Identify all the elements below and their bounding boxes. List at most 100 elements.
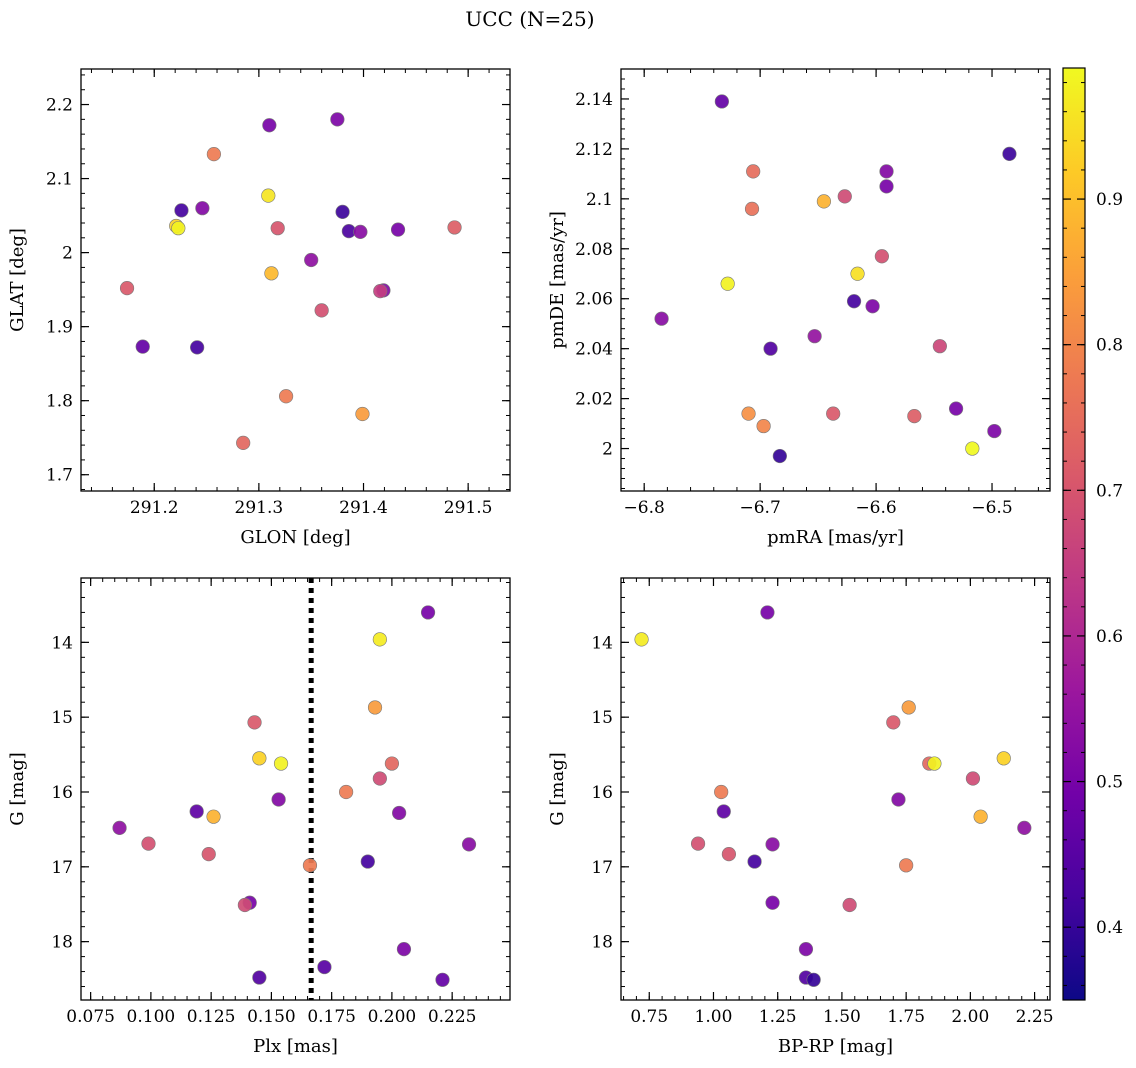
scatter-point [948,401,964,416]
scatter-point [317,959,332,975]
scatter-point [355,406,370,422]
y-tick-label: 2.14 [575,90,613,110]
x-tick-label: 2.25 [1016,1007,1054,1027]
scatter-panel-1: 291.2 291.3 291.4 291.5 1.7 1.8 1.9 2 2.1 2.2 GLON… [7,68,511,548]
y-tick-label: 17 [591,858,613,878]
scatter-point [435,972,450,987]
scatter-point [119,281,135,296]
scatter-point [302,858,318,873]
scatter-point [270,221,285,236]
x-tick-label: −6.7 [739,498,780,518]
y-tick-label: 2 [602,440,613,460]
scatter-point [141,836,156,851]
scatter-point [965,771,981,786]
y-tick-label: 18 [51,933,73,953]
scatter-point [899,858,914,873]
scatter-point [335,204,350,219]
x-tick-label: 0.150 [247,1007,296,1027]
scatter-point [891,792,906,807]
scatter-point [850,266,865,281]
y-axis-label: GLAT [deg] [7,228,28,332]
x-tick-label: −6.8 [624,498,665,518]
colorbar-tick-label: 0.5 [1096,773,1123,793]
scatter-point [271,792,286,807]
scatter-point [252,751,267,766]
scatter-point [206,147,221,162]
colorbar-tick-label: 0.6 [1096,627,1123,647]
scatter-point [846,294,862,309]
x-tick-label: 291.5 [444,498,493,518]
scatter-point [262,118,277,133]
x-tick-label: 0.75 [630,1007,668,1027]
colorbar-tick-label: 0.8 [1096,336,1123,356]
y-tick-label: 16 [591,783,613,803]
x-tick-label: 0.175 [307,1007,356,1027]
scatter-point [879,164,894,179]
scatter-point [927,756,942,771]
y-tick-label: 2.1 [586,190,613,210]
x-axis-label: Plx [mas] [253,1036,338,1057]
scatter-point [206,809,221,824]
scatter-point [314,303,329,318]
scatter-point [135,339,150,354]
scatter-point [747,854,762,869]
x-tick-label: 0.225 [428,1007,477,1027]
scatter-point [236,435,251,450]
scatter-point [973,809,988,824]
scatter-point [901,700,916,715]
scatter-point [112,820,127,836]
scatter-point [837,189,852,204]
scatter-point [360,854,375,869]
scatter-point [264,266,279,281]
scatter-point [716,804,731,819]
scatter-point [339,784,354,800]
y-tick-label: 14 [51,633,73,653]
scatter-point [304,252,319,268]
scatter-point [760,605,775,620]
scatter-point [826,406,841,421]
scatter-point [261,188,276,203]
scatter-point [1002,146,1017,161]
x-tick-label: 0.075 [66,1007,115,1027]
scatter-point [816,194,832,209]
scatter-point [273,756,289,771]
scatter-point [634,632,649,647]
scatter-point [372,632,387,647]
scatter-point [384,756,400,771]
colorbar-tick-label: 0.7 [1096,481,1123,501]
scatter-point [390,222,406,237]
scatter-point [237,897,252,913]
x-tick-label: 1.25 [759,1007,797,1027]
scatter-point [744,201,760,216]
y-axis-label: G [mag] [7,752,28,825]
scatter-point [874,249,889,264]
x-axis-label: GLON [deg] [240,527,350,548]
scatter-point [447,220,462,235]
axes-frame [620,577,1051,1001]
scatter-point [746,164,761,179]
x-tick-label: 291.4 [339,498,388,518]
scatter-point [201,846,216,862]
scatter-point [806,972,821,987]
y-tick-label: 1.9 [46,318,73,338]
axes-frame [620,68,1051,492]
y-tick-label: 1.8 [46,392,73,412]
y-axis-label: pmDE [mas/yr] [547,211,568,349]
y-tick-label: 18 [591,933,613,953]
scatter-panel-3: 0.075 0.100 0.125 0.150 0.175 0.200 0.225 14 15 1… [7,577,511,1057]
scatter-point [987,423,1002,439]
y-tick-label: 2.02 [575,390,613,410]
scatter-point [171,221,186,236]
colorbar-tick-label: 0.9 [1096,190,1123,210]
x-tick-label: 0.200 [368,1007,417,1027]
scatter-point [252,970,267,985]
scatter-point [420,605,436,620]
scatter-point [763,341,778,356]
scatter-point [690,836,706,851]
y-tick-label: 1.7 [46,466,73,486]
scatter-point [392,805,407,821]
scatter-point [741,406,756,421]
scatter-point [1017,820,1032,836]
scatter-point [714,94,729,109]
scatter-point [353,224,368,239]
